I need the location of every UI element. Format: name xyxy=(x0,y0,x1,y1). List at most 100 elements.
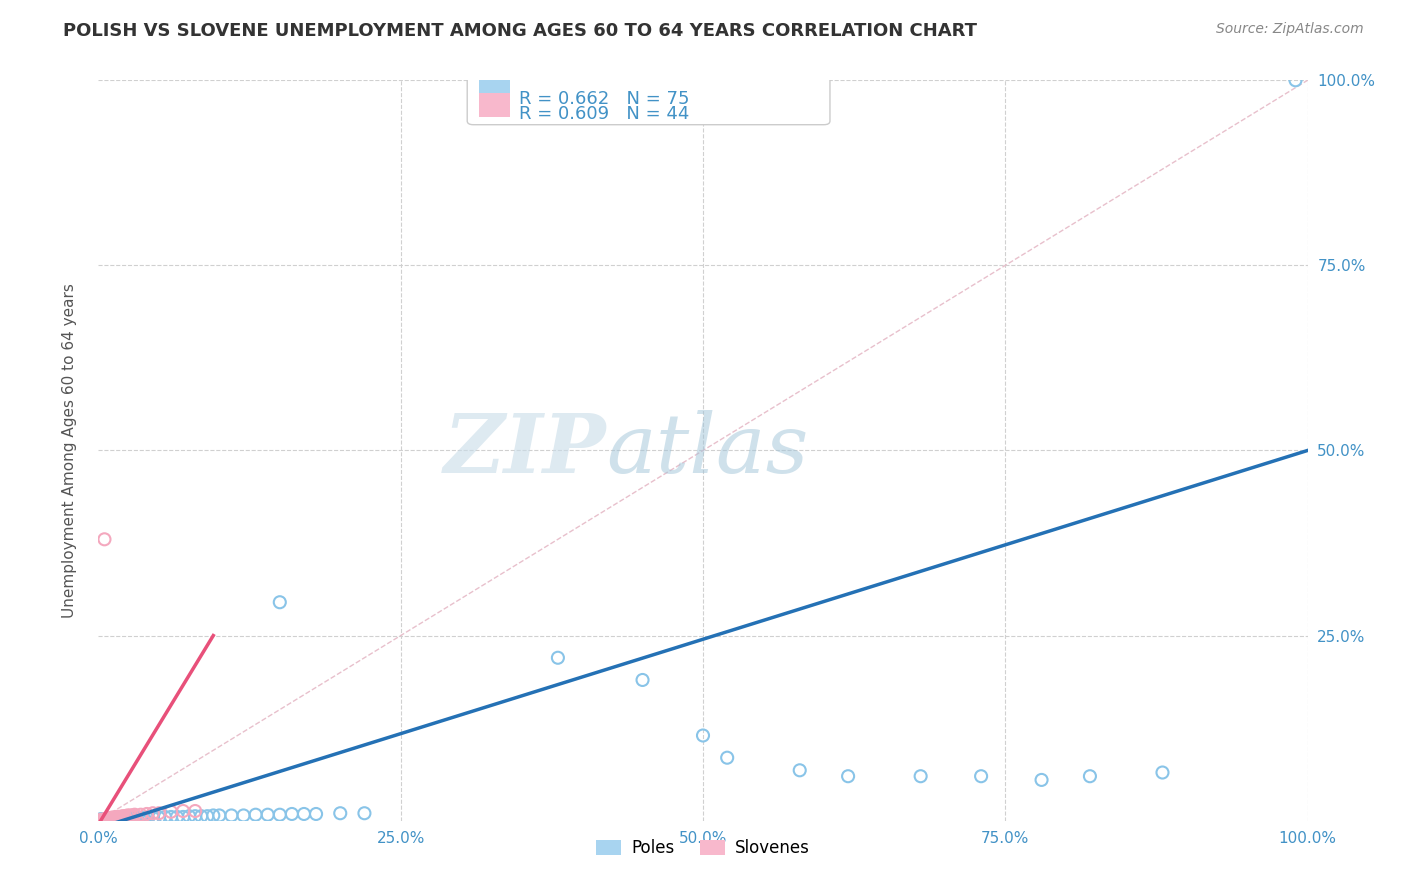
Point xyxy=(124,812,146,826)
Point xyxy=(135,807,157,822)
Point xyxy=(98,812,121,826)
Point xyxy=(101,812,124,826)
Point xyxy=(184,809,207,823)
Point xyxy=(100,812,122,826)
Text: Source: ZipAtlas.com: Source: ZipAtlas.com xyxy=(1216,22,1364,37)
Point xyxy=(128,812,150,826)
Text: R = 0.609   N = 44: R = 0.609 N = 44 xyxy=(519,105,689,123)
Point xyxy=(93,812,115,826)
Point xyxy=(111,812,134,826)
Point xyxy=(1031,772,1053,787)
Point xyxy=(172,810,194,824)
Point xyxy=(190,809,212,823)
Point xyxy=(172,804,194,818)
Text: R = 0.662   N = 75: R = 0.662 N = 75 xyxy=(519,90,690,108)
FancyBboxPatch shape xyxy=(467,62,830,125)
Point xyxy=(100,812,122,826)
Point xyxy=(121,808,143,822)
Point xyxy=(148,811,170,825)
Point xyxy=(124,807,146,822)
Point xyxy=(134,812,156,826)
Point xyxy=(96,813,118,827)
Point xyxy=(104,812,127,826)
Point xyxy=(292,807,315,822)
FancyBboxPatch shape xyxy=(479,78,509,103)
Point xyxy=(108,810,131,824)
Point xyxy=(256,807,278,822)
Point xyxy=(108,812,131,826)
Text: POLISH VS SLOVENE UNEMPLOYMENT AMONG AGES 60 TO 64 YEARS CORRELATION CHART: POLISH VS SLOVENE UNEMPLOYMENT AMONG AGE… xyxy=(63,22,977,40)
Point xyxy=(103,811,125,825)
Legend: Poles, Slovenes: Poles, Slovenes xyxy=(589,833,817,864)
FancyBboxPatch shape xyxy=(479,93,509,118)
Point xyxy=(221,808,243,822)
Point xyxy=(135,811,157,825)
Point xyxy=(110,812,132,826)
Y-axis label: Unemployment Among Ages 60 to 64 years: Unemployment Among Ages 60 to 64 years xyxy=(62,283,77,618)
Point xyxy=(91,812,114,826)
Point xyxy=(93,533,115,547)
Point xyxy=(108,810,131,824)
Point xyxy=(142,806,165,821)
Point xyxy=(100,813,122,827)
Point xyxy=(96,812,118,826)
Point xyxy=(90,813,112,827)
Point xyxy=(547,650,569,665)
Point xyxy=(232,808,254,822)
Point xyxy=(93,813,115,827)
Point xyxy=(101,813,124,827)
Point xyxy=(101,811,124,825)
Point xyxy=(110,810,132,824)
Point xyxy=(179,809,201,823)
Point xyxy=(97,812,120,826)
Point xyxy=(910,769,932,783)
Point xyxy=(127,812,149,826)
Point xyxy=(104,812,127,826)
Point xyxy=(111,809,134,823)
Point xyxy=(90,812,112,826)
Point xyxy=(104,811,127,825)
Point xyxy=(91,813,114,827)
Point xyxy=(93,813,115,827)
Point xyxy=(1284,73,1306,87)
Point xyxy=(1152,765,1174,780)
Point xyxy=(153,810,176,824)
Point xyxy=(970,769,993,783)
Point xyxy=(101,812,124,826)
Point xyxy=(91,813,114,827)
Point xyxy=(118,812,141,826)
Point xyxy=(105,812,128,826)
Point xyxy=(94,813,117,827)
Point xyxy=(114,809,136,823)
Point xyxy=(716,750,738,764)
Point xyxy=(184,804,207,818)
Point xyxy=(105,811,128,825)
Point xyxy=(281,807,304,822)
Point xyxy=(105,810,128,824)
Point xyxy=(100,812,122,826)
Point xyxy=(353,806,375,821)
Point xyxy=(208,808,231,822)
Point xyxy=(94,812,117,826)
Point xyxy=(96,812,118,826)
Point xyxy=(107,812,129,826)
Point xyxy=(692,729,714,743)
Point xyxy=(96,813,118,827)
Point xyxy=(329,806,352,821)
Point xyxy=(98,813,121,827)
Point xyxy=(1078,769,1101,783)
Point xyxy=(166,810,188,824)
Point xyxy=(305,807,328,822)
Point xyxy=(104,813,127,827)
Text: atlas: atlas xyxy=(606,410,808,491)
Point xyxy=(160,810,183,824)
Point xyxy=(142,811,165,825)
Point xyxy=(160,805,183,819)
Point xyxy=(107,812,129,826)
Point xyxy=(117,808,139,822)
Point xyxy=(100,813,122,827)
Point xyxy=(129,807,152,822)
Point xyxy=(108,812,131,826)
Point xyxy=(789,764,811,778)
Point xyxy=(631,673,654,687)
